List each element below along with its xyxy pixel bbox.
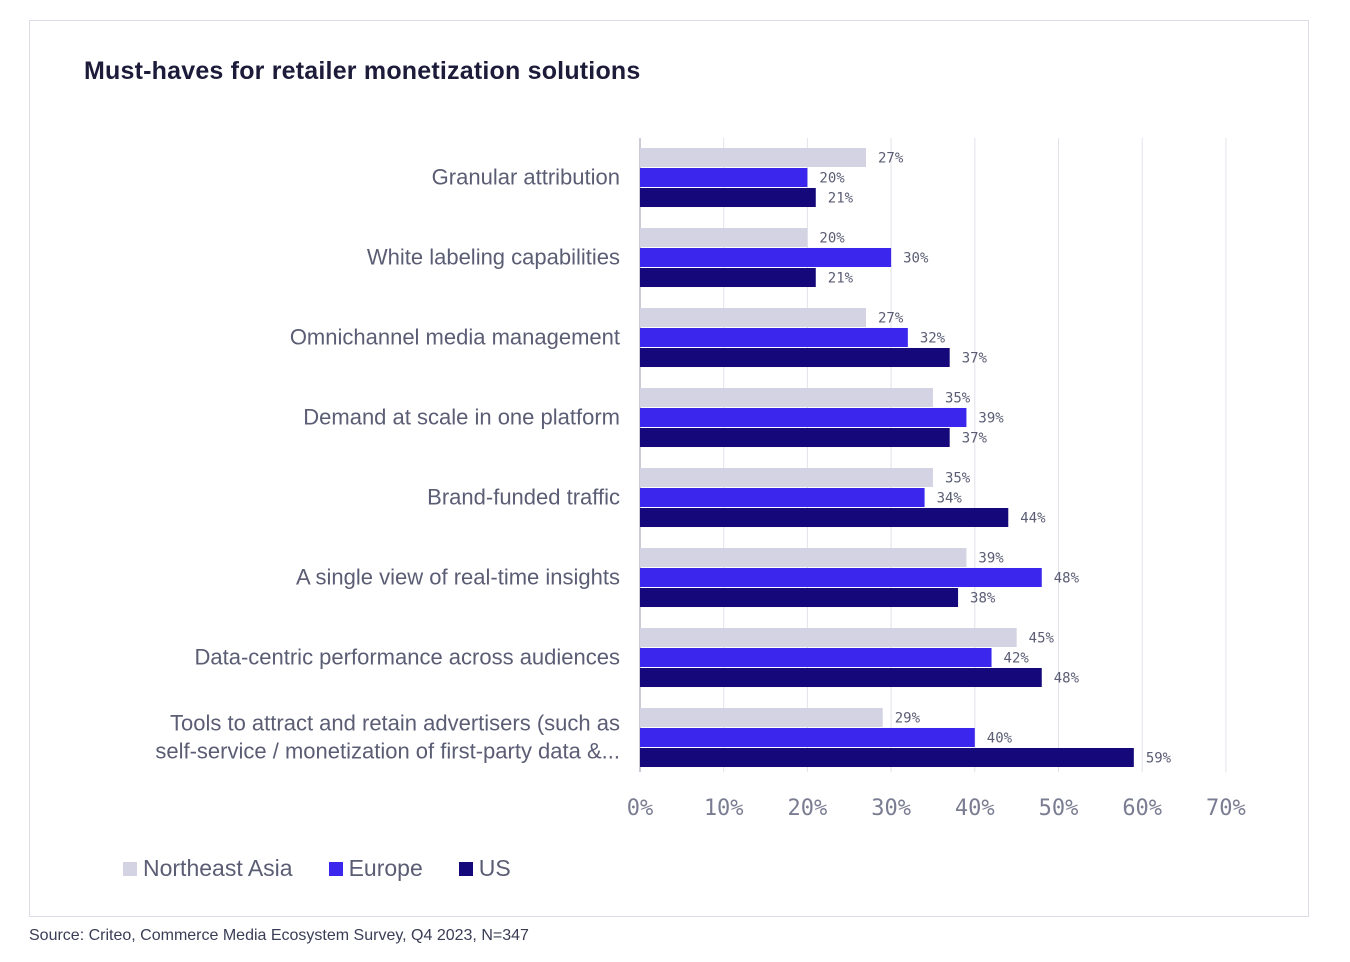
data-label: 21%: [828, 271, 854, 287]
data-label: 34%: [937, 491, 963, 507]
bar-us: [640, 428, 950, 447]
bar-europe: [640, 728, 975, 747]
data-label: 48%: [1054, 671, 1080, 687]
data-label: 39%: [978, 411, 1004, 427]
bar-europe: [640, 248, 892, 267]
data-label: 39%: [978, 551, 1004, 567]
legend-item-us: US: [458, 855, 511, 882]
category-label: Tools to attract and retain advertisers …: [170, 711, 620, 736]
data-label: 37%: [962, 431, 988, 447]
bar-us: [640, 348, 950, 367]
bar-northeast-asia: [640, 468, 933, 487]
data-label: 27%: [878, 311, 904, 327]
bar-northeast-asia: [640, 708, 883, 727]
category-label: A single view of real-time insights: [296, 565, 620, 590]
bar-us: [640, 588, 959, 607]
data-label: 37%: [962, 351, 988, 367]
data-label: 45%: [1029, 631, 1055, 647]
x-tick-label: 10%: [704, 796, 744, 821]
data-label: 21%: [828, 191, 854, 207]
bar-us: [640, 188, 816, 207]
bar-northeast-asia: [640, 308, 866, 327]
x-tick-label: 30%: [871, 796, 911, 821]
legend: Northeast Asia Europe US: [123, 855, 511, 882]
bar-northeast-asia: [640, 388, 933, 407]
data-label: 59%: [1146, 751, 1172, 767]
x-tick-label: 0%: [627, 796, 654, 821]
x-tick-label: 20%: [788, 796, 828, 821]
data-label: 40%: [987, 731, 1013, 747]
bar-us: [640, 508, 1009, 527]
data-label: 35%: [945, 391, 971, 407]
legend-item-europe: Europe: [328, 855, 423, 882]
bar-northeast-asia: [640, 148, 866, 167]
chart-title: Must-haves for retailer monetization sol…: [84, 57, 641, 85]
bar-us: [640, 268, 816, 287]
data-label: 48%: [1054, 571, 1080, 587]
data-label: 38%: [970, 591, 996, 607]
category-label: self-service / monetization of first-par…: [155, 739, 620, 764]
data-label: 35%: [945, 471, 971, 487]
legend-swatch-europe: [328, 861, 343, 876]
category-label: Omnichannel media management: [290, 325, 620, 350]
bar-europe: [640, 168, 808, 187]
bar-europe: [640, 408, 967, 427]
data-label: 20%: [819, 231, 845, 247]
bar-northeast-asia: [640, 548, 967, 567]
x-tick-label: 60%: [1122, 796, 1162, 821]
bar-us: [640, 668, 1042, 687]
category-label: White labeling capabilities: [367, 245, 620, 270]
category-label: Data-centric performance across audience…: [194, 645, 620, 670]
legend-swatch-northeast-asia: [123, 861, 137, 876]
legend-label-us: US: [478, 855, 511, 881]
legend-label-northeast-asia: Northeast Asia: [143, 855, 293, 881]
category-label: Granular attribution: [432, 165, 620, 190]
x-tick-label: 40%: [955, 796, 995, 821]
bar-europe: [640, 328, 908, 347]
data-label: 44%: [1020, 511, 1046, 527]
x-tick-label: 50%: [1039, 796, 1079, 821]
data-label: 29%: [895, 711, 921, 727]
category-label: Demand at scale in one platform: [303, 405, 620, 430]
bar-europe: [640, 648, 992, 667]
legend-swatch-us: [458, 861, 473, 876]
data-label: 20%: [819, 171, 845, 187]
bar-northeast-asia: [640, 228, 808, 247]
bar-europe: [640, 568, 1042, 587]
bar-northeast-asia: [640, 628, 1017, 647]
source-note: Source: Criteo, Commerce Media Ecosystem…: [29, 927, 529, 944]
bar-us: [640, 748, 1134, 767]
data-label: 30%: [903, 251, 929, 267]
data-label: 27%: [878, 151, 904, 167]
legend-label-europe: Europe: [348, 855, 423, 881]
category-label: Brand-funded traffic: [427, 485, 620, 510]
data-label: 42%: [1004, 651, 1030, 667]
data-label: 32%: [920, 331, 946, 347]
x-tick-label: 70%: [1206, 796, 1246, 821]
bar-europe: [640, 488, 925, 507]
legend-item-northeast-asia: Northeast Asia: [123, 855, 293, 882]
